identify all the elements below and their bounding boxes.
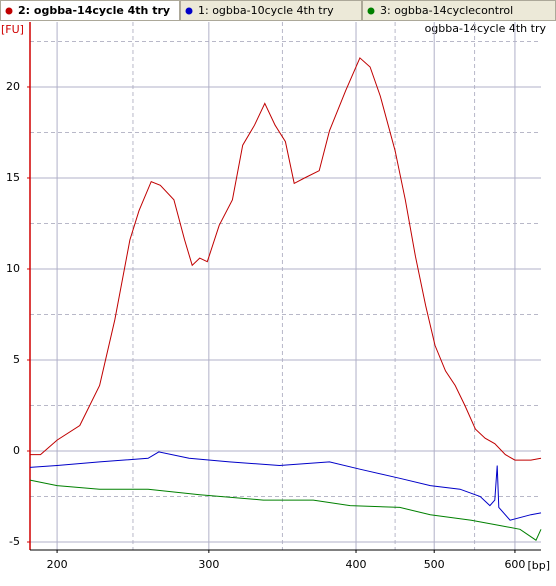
legend-label: 2: ogbba-14cycle 4th try (18, 4, 170, 17)
legend-swatch (367, 7, 375, 15)
series-line (30, 57, 542, 461)
x-tick-label: 500 (424, 558, 445, 571)
legend-tab (0, 0, 180, 21)
y-tick-label: -5 (9, 535, 20, 548)
y-tick-label: 10 (6, 262, 20, 275)
y-tick-label: 0 (13, 444, 20, 457)
y-tick-label: 15 (6, 171, 20, 184)
legend-swatch (185, 7, 193, 15)
series-line (29, 451, 542, 521)
legend-tab (180, 0, 362, 21)
y-axis-label: [FU] (1, 23, 24, 36)
series-line (29, 479, 542, 541)
legend-label: 3: ogbba-14cyclecontrol (380, 4, 513, 17)
legend-swatch (5, 7, 13, 15)
x-tick-label: 300 (198, 558, 219, 571)
legend-label: 1: ogbba-10cycle 4th try (198, 4, 334, 17)
x-tick-label: 600 (504, 558, 525, 571)
y-tick-label: 20 (6, 80, 20, 93)
x-tick-label: 200 (47, 558, 68, 571)
y-tick-label: 5 (13, 353, 20, 366)
x-tick-label: 400 (346, 558, 367, 571)
x-axis-label: [bp] (527, 559, 550, 572)
chart-title: ogbba-14cycle 4th try (425, 22, 547, 35)
